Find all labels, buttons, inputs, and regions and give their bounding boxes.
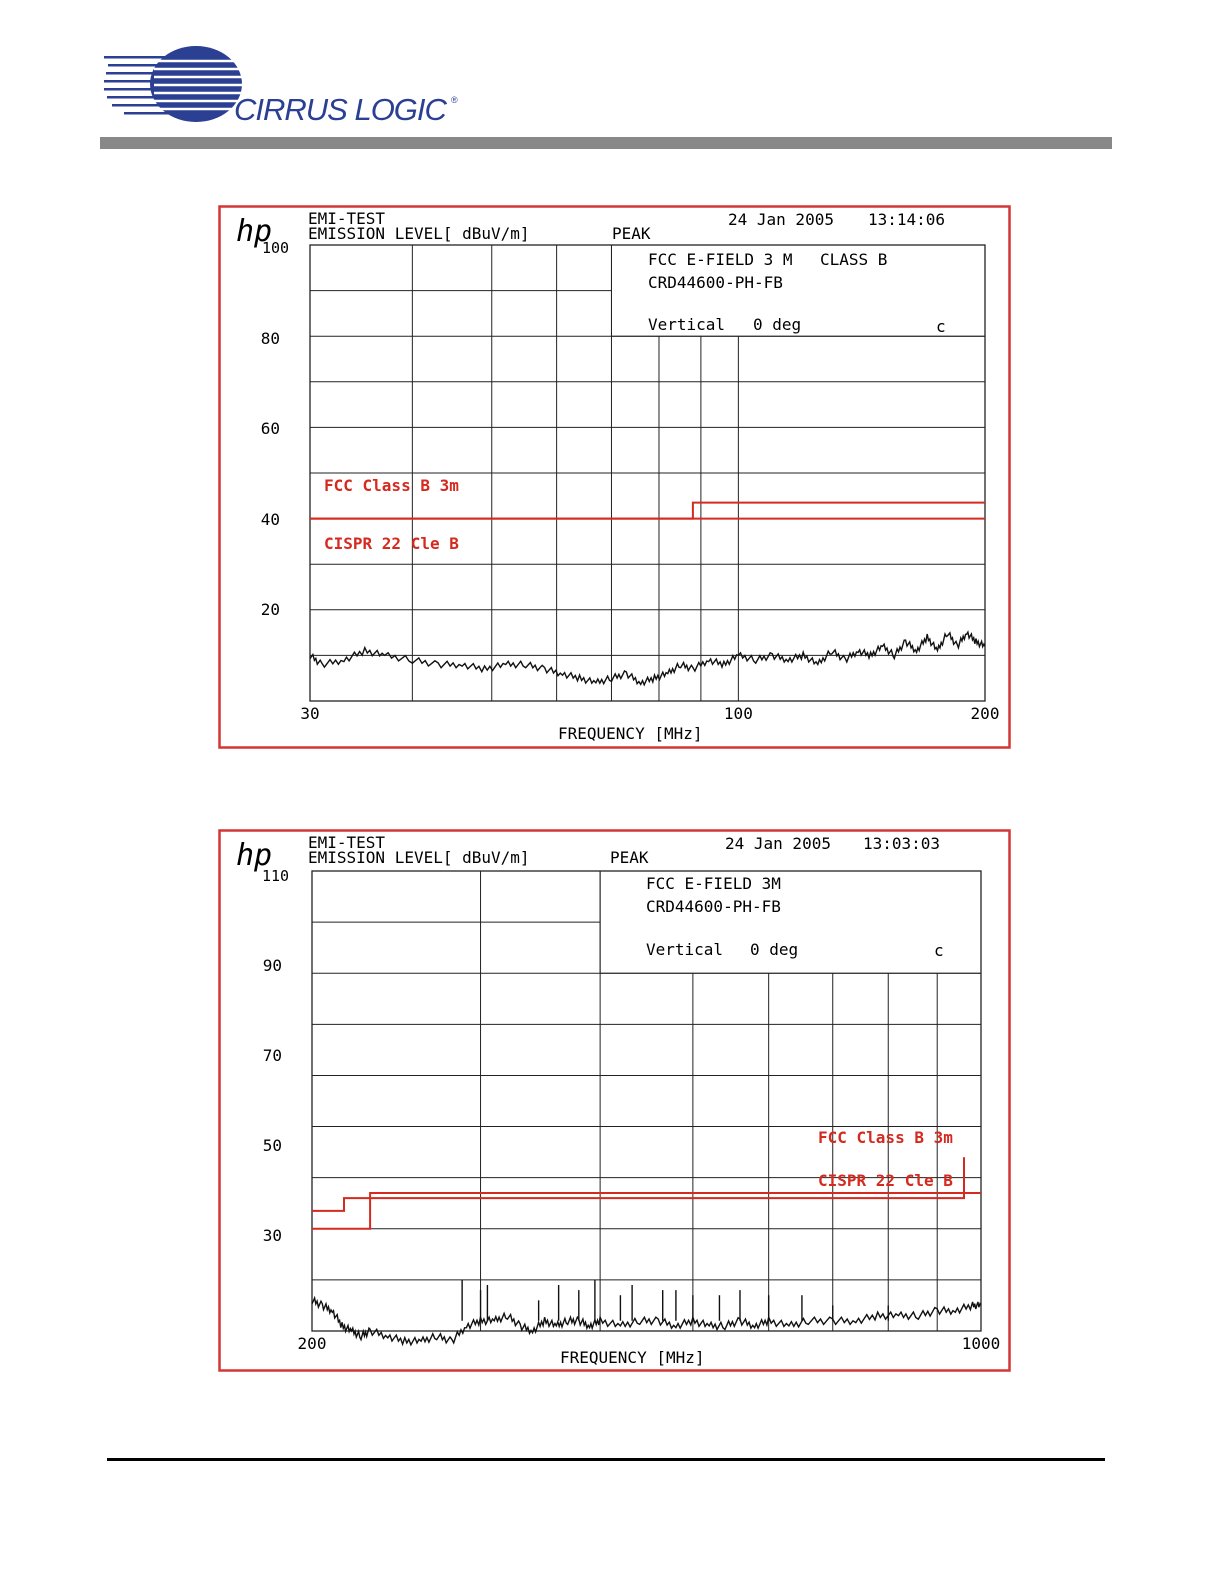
header-emission-level: EMISSION LEVEL[ dBuV/m] [308, 224, 530, 243]
info-c: c [936, 317, 946, 336]
detector-label: PEAK [612, 224, 651, 243]
footer-rule [107, 1458, 1105, 1461]
header-title: EMI-TEST [308, 209, 385, 228]
test-time: 13:14:06 [868, 210, 945, 229]
test-date: 24 Jan 2005 [725, 834, 831, 853]
test-date: 24 Jan 2005 [728, 210, 834, 229]
xtick-label: 1000 [962, 1334, 1001, 1353]
header-emission-level: EMISSION LEVEL[ dBuV/m] [308, 848, 530, 867]
ytick-label: 110 [262, 867, 289, 885]
x-axis-label: FREQUENCY [MHz] [560, 1348, 705, 1367]
plot-area-border [311, 870, 982, 1332]
emission-plot-1: hp 100 EMI-TEST EMISSION LEVEL[ dBuV/m] … [218, 205, 1011, 749]
header-title: EMI-TEST [308, 833, 385, 852]
ytick-label: 80 [261, 329, 280, 348]
limit-label-fcc: FCC Class B 3m [818, 1128, 953, 1147]
info-angle: 0 deg [750, 940, 798, 959]
emission-trace [309, 630, 986, 687]
detector-label: PEAK [610, 848, 649, 867]
plot-frame [218, 829, 1011, 1372]
info-line-2: CRD44600-PH-FB [648, 273, 783, 292]
info-line-1: FCC E-FIELD 3M [646, 874, 781, 893]
plot-area [311, 870, 982, 1347]
limit-line-fcc [312, 1157, 965, 1212]
logo-swoosh-icon [104, 46, 244, 122]
xtick-label: 30 [300, 704, 319, 723]
info-line-1: FCC E-FIELD 3 M [648, 250, 793, 269]
limit-label-cispr: CISPR 22 Cle B [818, 1171, 953, 1190]
limit-label-cispr: CISPR 22 Cle B [324, 534, 459, 553]
emission-trace [311, 1295, 982, 1347]
plot-area [309, 244, 986, 702]
test-time: 13:03:03 [863, 834, 940, 853]
limit-line-fcc [310, 501, 985, 520]
xtick-label: 200 [298, 1334, 327, 1353]
ytick-label: 40 [261, 510, 280, 529]
ytick-label: 30 [263, 1226, 282, 1245]
ytick-label: 20 [261, 600, 280, 619]
logo-text: CIRRUS LOGIC [234, 92, 447, 127]
cirrus-logic-logo [104, 44, 484, 128]
limit-label-fcc: FCC Class B 3m [324, 476, 459, 495]
x-axis-label: FREQUENCY [MHz] [558, 724, 703, 743]
info-polarization: Vertical [646, 940, 723, 959]
ytick-label: 50 [263, 1136, 282, 1155]
emission-plot-2: hp 110 EMI-TEST EMISSION LEVEL[ dBuV/m] … [218, 829, 1011, 1372]
xtick-label: 100 [724, 704, 753, 723]
limit-line-cispr [312, 1192, 981, 1230]
plot-frame [218, 205, 1011, 749]
info-angle: 0 deg [753, 315, 801, 334]
info-c: c [934, 941, 944, 960]
info-line-2: CRD44600-PH-FB [646, 897, 781, 916]
xtick-label: 200 [971, 704, 1000, 723]
logo-registered-mark: ® [451, 95, 458, 105]
emission-plot-2-svg: hp 110 EMI-TEST EMISSION LEVEL[ dBuV/m] … [218, 829, 1011, 1372]
info-class: CLASS B [820, 250, 887, 269]
ytick-label: 90 [263, 956, 282, 975]
header-bar [100, 137, 1112, 149]
ytick-label: 100 [262, 239, 289, 257]
hp-logo: hp [236, 838, 272, 873]
ytick-label: 60 [261, 419, 280, 438]
ytick-label: 70 [263, 1046, 282, 1065]
hp-logo: hp [236, 214, 272, 249]
info-polarization: Vertical [648, 315, 725, 334]
emission-plot-1-svg: hp 100 EMI-TEST EMISSION LEVEL[ dBuV/m] … [218, 205, 1011, 749]
